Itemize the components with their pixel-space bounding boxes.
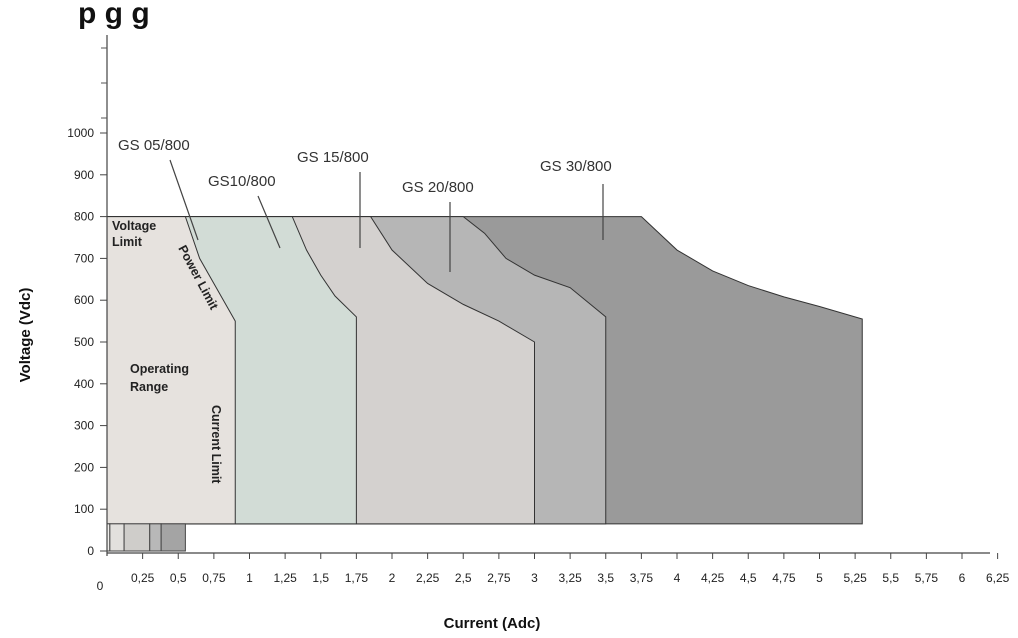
y-tick-label: 700: [74, 251, 94, 265]
x-tick-label: 0,75: [202, 571, 226, 585]
x-tick-label: 3: [531, 571, 538, 585]
voltage-limit-label: Voltage: [112, 219, 156, 233]
x-tick-label: 4: [674, 571, 681, 585]
x-tick-label: 4,25: [701, 571, 725, 585]
current-limit-label: Current Limit: [209, 405, 223, 484]
y-axis-label: Voltage (Vdc): [17, 288, 34, 383]
x-tick-label: 1,25: [273, 571, 297, 585]
leader-line: [169, 159, 199, 241]
y-tick-label: 1000: [67, 126, 94, 140]
x-tick-label: 3,25: [558, 571, 582, 585]
x-tick-label: 2,75: [487, 571, 511, 585]
x-tick-label: 3,75: [630, 571, 654, 585]
x-tick-label: 5: [816, 571, 823, 585]
model-label: GS 05/800: [118, 137, 190, 154]
model-label: GS10/800: [208, 173, 276, 190]
x-origin-label: 0: [97, 579, 104, 593]
y-tick-label: 0: [87, 544, 94, 558]
operating-areas: [106, 216, 863, 552]
voltage-limit-label: Limit: [112, 235, 143, 249]
x-tick-label: 5,75: [915, 571, 939, 585]
x-axis-label: Current (Adc): [444, 615, 541, 632]
x-tick-labels: 0 0,25 0,5 0,75 1 1,25 1,5 1,75 2 2,25 2,5 2,75 3 3,2…: [97, 553, 1010, 593]
low-current-bar: [109, 523, 125, 552]
operating-range-label: Range: [130, 380, 168, 394]
y-tick-label: 800: [74, 210, 94, 224]
x-tick-label: 2,5: [455, 571, 472, 585]
y-tick-label: 400: [74, 377, 94, 391]
low-current-bar: [123, 523, 151, 552]
x-tick-label: 1: [246, 571, 253, 585]
y-tick-labels: 0 100 200 300 400 500 600 700 800 900 1000: [67, 126, 107, 558]
x-tick-label: 2,25: [416, 571, 440, 585]
y-tick-label: 100: [74, 502, 94, 516]
y-tick-label: 200: [74, 460, 94, 474]
axes: [101, 35, 990, 556]
x-tick-label: 2: [389, 571, 396, 585]
cropped-heading-fragment: p g g: [78, 0, 150, 30]
y-tick-label: 600: [74, 293, 94, 307]
y-tick-label: 900: [74, 168, 94, 182]
model-label: GS 20/800: [402, 179, 474, 196]
area-gs-05-800: [106, 216, 236, 525]
x-tick-label: 1,5: [312, 571, 329, 585]
y-tick-label: 300: [74, 419, 94, 433]
x-tick-label: 1,75: [345, 571, 369, 585]
x-tick-label: 6: [959, 571, 966, 585]
x-tick-label: 0,5: [170, 571, 187, 585]
leader-line: [257, 195, 281, 249]
model-label: GS 30/800: [540, 158, 612, 175]
operating-range-label: Operating: [130, 362, 189, 376]
low-current-bar: [160, 523, 186, 552]
model-label: GS 15/800: [297, 149, 369, 166]
x-tick-label: 4,5: [740, 571, 757, 585]
x-tick-label: 3,5: [597, 571, 614, 585]
x-tick-label: 0,25: [131, 571, 155, 585]
x-tick-label: 6,25: [986, 571, 1010, 585]
model-labels: GS 05/800 GS10/800 GS 15/800 GS 20/800 GS 30…: [118, 137, 612, 272]
x-tick-label: 5,5: [882, 571, 899, 585]
low-current-bar: [149, 523, 162, 552]
x-tick-label: 5,25: [843, 571, 867, 585]
x-tick-label: 4,75: [772, 571, 796, 585]
y-tick-label: 500: [74, 335, 94, 349]
